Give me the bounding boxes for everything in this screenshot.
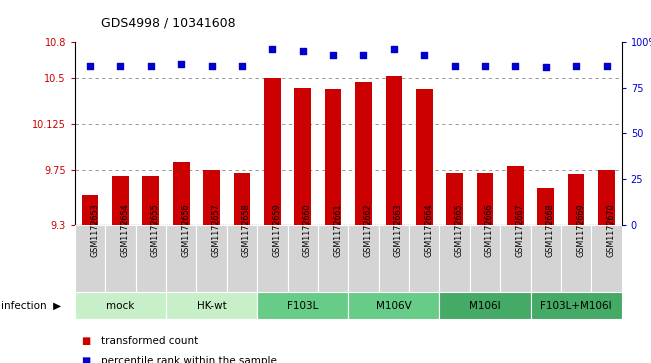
Point [85,63,95,69]
Text: GSM1172670: GSM1172670 [607,204,615,257]
Bar [75,292,166,319]
Bar [82,195,98,225]
Text: GSM1172666: GSM1172666 [485,204,494,257]
Text: GSM1172660: GSM1172660 [303,204,312,257]
Point [449,63,460,69]
Bar [135,225,166,292]
Point [510,63,521,69]
Bar [348,225,379,292]
Bar [318,225,348,292]
Text: GSM1172653: GSM1172653 [90,204,99,257]
Text: GSM1172658: GSM1172658 [242,204,251,257]
Text: GSM1172656: GSM1172656 [181,204,190,257]
Point [176,61,186,67]
Text: ■: ■ [81,336,90,346]
Bar [531,225,561,292]
Text: M106V: M106V [376,301,411,311]
Text: GSM1172669: GSM1172669 [576,204,585,257]
Bar [143,176,159,225]
Point [328,52,339,57]
Point [540,65,551,70]
Text: HK-wt: HK-wt [197,301,227,311]
Point [237,63,247,69]
Bar [105,225,135,292]
Text: GSM1172664: GSM1172664 [424,204,433,257]
Bar [348,292,439,319]
Bar [75,225,105,292]
Text: M106I: M106I [469,301,501,311]
Text: GSM1172661: GSM1172661 [333,204,342,257]
Point [571,63,581,69]
Bar [203,170,220,225]
Bar [227,225,257,292]
Bar [294,88,311,225]
Bar [379,225,409,292]
Text: F103L: F103L [287,301,318,311]
Text: GSM1172663: GSM1172663 [394,204,403,257]
Bar [531,292,622,319]
Bar [355,82,372,225]
Bar [197,225,227,292]
Text: GSM1172654: GSM1172654 [120,204,130,257]
Bar [234,172,250,225]
Bar [446,172,463,225]
Text: percentile rank within the sample: percentile rank within the sample [101,356,277,363]
Text: GSM1172655: GSM1172655 [151,204,159,257]
Text: GSM1172667: GSM1172667 [516,204,524,257]
Text: GSM1172665: GSM1172665 [454,204,464,257]
Bar [439,292,531,319]
Bar [409,225,439,292]
Point [358,52,368,57]
Bar [257,292,348,319]
Bar [507,166,523,225]
Text: GDS4998 / 10341608: GDS4998 / 10341608 [101,16,236,29]
Point [602,63,612,69]
Text: GSM1172657: GSM1172657 [212,204,221,257]
Point [480,63,490,69]
Text: GSM1172659: GSM1172659 [272,204,281,257]
Text: GSM1172668: GSM1172668 [546,204,555,257]
Bar [385,76,402,225]
Bar [439,225,470,292]
Point [206,63,217,69]
Text: mock: mock [106,301,135,311]
Bar [591,225,622,292]
Text: F103L+M106I: F103L+M106I [540,301,612,311]
Bar [470,225,500,292]
Point [389,46,399,52]
Bar [598,170,615,225]
Text: ■: ■ [81,356,90,363]
Bar [500,225,531,292]
Point [419,52,430,57]
Bar [477,172,493,225]
Bar [416,89,432,225]
Bar [173,162,189,225]
Bar [561,225,591,292]
Text: transformed count: transformed count [101,336,198,346]
Bar [166,292,257,319]
Bar [537,188,554,225]
Bar [325,89,341,225]
Bar [112,176,129,225]
Point [115,63,126,69]
Text: GSM1172662: GSM1172662 [363,204,372,257]
Bar [264,78,281,225]
Text: infection  ▶: infection ▶ [1,301,61,311]
Point [267,46,277,52]
Bar [288,225,318,292]
Point [298,48,308,54]
Point [146,63,156,69]
Bar [568,174,585,225]
Bar [166,225,197,292]
Bar [257,225,288,292]
